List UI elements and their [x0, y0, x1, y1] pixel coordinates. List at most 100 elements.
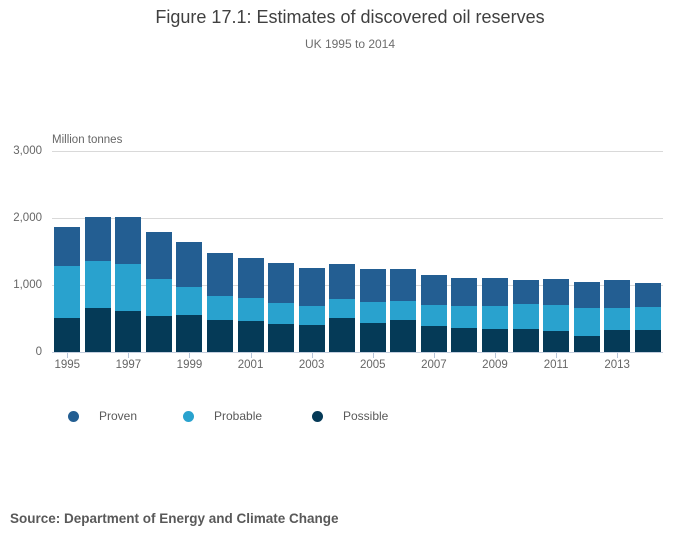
x-tick: [556, 353, 558, 358]
possible-legend-dot-icon: [312, 410, 323, 422]
bar-1995: [54, 226, 81, 352]
bar-1996-possible-segment: [84, 307, 111, 352]
bar-2011: [543, 278, 570, 352]
bar-2008-probable-segment: [451, 306, 478, 329]
bar-2003-possible-segment: [298, 325, 325, 352]
legend-label: Probable: [214, 409, 263, 423]
bar-1995-proven-segment: [54, 226, 81, 267]
bar-1999-possible-segment: [176, 315, 203, 352]
probable-legend-dot-icon: [183, 410, 194, 422]
bar-2013-probable-segment: [604, 307, 631, 330]
bar-2010-possible-segment: [512, 328, 539, 352]
bar-2001-probable-segment: [237, 297, 264, 321]
bar-2010-proven-segment: [512, 279, 539, 305]
bar-2012-probable-segment: [573, 308, 600, 336]
bar-1997-proven-segment: [115, 217, 142, 264]
bar-2009-proven-segment: [481, 278, 508, 307]
bar-2014-proven-segment: [634, 282, 661, 308]
x-tick: [372, 353, 374, 358]
bar-2014-probable-segment: [634, 307, 661, 330]
x-tick-label: 2011: [543, 359, 569, 371]
bar-2000: [207, 252, 234, 352]
bar-2014-possible-segment: [634, 329, 661, 352]
bar-1996-proven-segment: [84, 217, 111, 262]
bar-2004-proven-segment: [329, 263, 356, 300]
y-tick-label: 1,000: [13, 279, 42, 291]
bar-2005-probable-segment: [359, 302, 386, 323]
bar-2008-possible-segment: [451, 328, 478, 352]
bar-1998-probable-segment: [145, 278, 172, 317]
bar-2001-possible-segment: [237, 320, 264, 352]
bar-2007-probable-segment: [420, 305, 447, 326]
x-tick: [617, 353, 619, 358]
legend-item-probable: Probable: [183, 409, 262, 423]
x-tick-label: 1999: [176, 359, 203, 371]
plot-area: [52, 151, 663, 352]
x-tick-label: 2005: [359, 359, 386, 371]
bar-1996: [84, 217, 111, 352]
bar-1995-possible-segment: [54, 317, 81, 352]
bar-2003-proven-segment: [298, 268, 325, 307]
bar-2007-proven-segment: [420, 274, 447, 306]
bar-1999-probable-segment: [176, 287, 203, 316]
source-note: Source: Department of Energy and Climate…: [10, 511, 339, 526]
bar-1995-probable-segment: [54, 266, 81, 318]
bar-2000-proven-segment: [207, 252, 234, 297]
bar-2006-probable-segment: [390, 301, 417, 320]
bar-2006-proven-segment: [390, 268, 417, 302]
bar-2004: [329, 263, 356, 352]
legend-label: Possible: [343, 409, 389, 423]
x-tick: [189, 353, 191, 358]
bar-1997-probable-segment: [115, 263, 142, 312]
bar-2004-probable-segment: [329, 299, 356, 318]
bar-1997-possible-segment: [115, 311, 142, 352]
bar-2013-possible-segment: [604, 329, 631, 352]
bar-2013-proven-segment: [604, 280, 631, 308]
x-tick: [250, 353, 252, 358]
x-tick-label: 2007: [421, 359, 447, 371]
bar-2000-probable-segment: [207, 296, 234, 321]
bar-2008: [451, 277, 478, 352]
bar-2001: [237, 257, 264, 352]
x-tick-label: 1995: [54, 359, 81, 371]
bar-2003-probable-segment: [298, 306, 325, 326]
bar-1996-probable-segment: [84, 261, 111, 308]
x-tick: [494, 353, 496, 358]
bar-1999-proven-segment: [176, 241, 203, 288]
bar-2001-proven-segment: [237, 257, 264, 298]
x-tick-label: 2009: [482, 359, 508, 371]
bar-2006: [390, 268, 417, 352]
bar-2011-probable-segment: [543, 305, 570, 332]
gridline-2000: [52, 218, 663, 219]
bar-2007-possible-segment: [420, 325, 447, 352]
bar-2002-probable-segment: [268, 302, 295, 324]
bar-2005: [359, 268, 386, 352]
bar-2013: [604, 280, 631, 352]
bar-2014: [634, 282, 661, 352]
bar-2002-proven-segment: [268, 262, 295, 303]
x-tick: [433, 353, 435, 358]
y-tick-label: 3,000: [13, 145, 42, 157]
x-axis-line: [52, 352, 663, 353]
bar-2002: [268, 262, 295, 352]
chart-subtitle: UK 1995 to 2014: [304, 37, 396, 51]
bar-2012-possible-segment: [573, 335, 600, 352]
y-axis-unit-label: Million tonnes: [52, 134, 123, 146]
y-tick-label: 2,000: [13, 212, 42, 224]
legend-item-possible: Possible: [312, 409, 388, 423]
y-tick-label: 0: [35, 346, 42, 358]
x-tick-label: 2001: [237, 359, 264, 371]
x-tick-label: 2013: [604, 359, 630, 371]
bar-2009-probable-segment: [481, 306, 508, 329]
bar-1999: [176, 241, 203, 352]
x-tick: [311, 353, 313, 358]
bar-2010-probable-segment: [512, 304, 539, 329]
bar-2009: [481, 278, 508, 352]
bar-1998-possible-segment: [145, 316, 172, 352]
bar-2004-possible-segment: [329, 317, 356, 352]
x-tick: [128, 353, 130, 358]
legend-label: Proven: [99, 409, 138, 423]
bar-2002-possible-segment: [268, 323, 295, 352]
bar-2006-possible-segment: [390, 319, 417, 352]
